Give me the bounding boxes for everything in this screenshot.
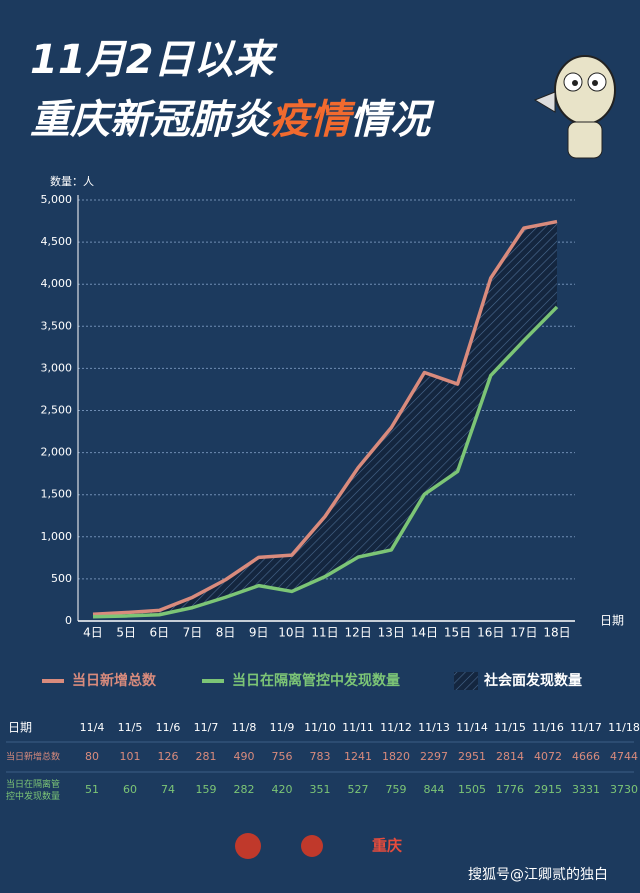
y-tick-label: 2,000: [41, 446, 73, 459]
series-line: [92, 219, 558, 617]
x-tick-label: 17日: [510, 626, 537, 640]
y-axis-label: 数量：人: [50, 175, 94, 188]
table-value: 4744: [610, 750, 638, 763]
table-value: 74: [161, 783, 175, 796]
table-value: 1505: [458, 783, 486, 796]
table-date: 11/13: [418, 721, 450, 734]
y-tick-label: 3,000: [41, 361, 73, 374]
table-value: 2915: [534, 783, 562, 796]
footer-logo: 重庆: [372, 837, 402, 855]
social-area: [93, 221, 557, 617]
table-value: 783: [310, 750, 331, 763]
title: 11月2日以来: [30, 37, 278, 83]
table-date: 11/7: [194, 721, 219, 734]
table-value: 490: [234, 750, 255, 763]
subtitle-part: 疫情: [270, 97, 356, 143]
table-date: 11/10: [304, 721, 336, 734]
table-value: 101: [120, 750, 141, 763]
table-value: 1776: [496, 783, 524, 796]
legend-swatch: [454, 672, 478, 690]
x-tick-label: 7日: [183, 626, 203, 640]
x-tick-label: 6日: [149, 626, 169, 640]
y-tick-label: 4,500: [41, 235, 73, 248]
table-value: 1820: [382, 750, 410, 763]
x-axis-label: 日期: [600, 614, 624, 628]
y-tick-label: 4,000: [41, 277, 73, 290]
table-date: 11/11: [342, 721, 374, 734]
footer: 重庆 搜狐号@江卿贰的独白: [235, 833, 608, 883]
legend-label: 社会面发现数量: [483, 672, 582, 689]
x-tick-label: 14日: [411, 626, 438, 640]
table-date: 11/17: [570, 721, 602, 734]
x-tick-label: 9日: [249, 626, 269, 640]
table-value: 281: [196, 750, 217, 763]
y-tick-label: 500: [51, 572, 72, 585]
table-date: 11/15: [494, 721, 526, 734]
table-value: 159: [196, 783, 217, 796]
series-line: [92, 305, 559, 619]
table-date: 11/12: [380, 721, 412, 734]
watermark: 搜狐号@江卿贰的独白: [468, 866, 608, 883]
x-tick-label: 11日: [311, 626, 338, 640]
table-value: 3730: [610, 783, 638, 796]
table-date: 11/16: [532, 721, 564, 734]
y-tick-label: 1,000: [41, 530, 73, 543]
table-date: 11/4: [80, 721, 105, 734]
x-tick-label: 12日: [345, 626, 372, 640]
y-tick-label: 2,500: [41, 404, 73, 417]
x-tick-label: 5日: [116, 626, 136, 640]
x-tick-label: 8日: [216, 626, 236, 640]
table-value: 2814: [496, 750, 524, 763]
table-value: 756: [272, 750, 293, 763]
table-date: 11/14: [456, 721, 488, 734]
table-value: 60: [123, 783, 137, 796]
table-row-label: 当日在隔离管控中发现数量: [6, 778, 60, 802]
table-value: 3331: [572, 783, 600, 796]
table-value: 844: [424, 783, 445, 796]
subtitle: 重庆新冠肺炎疫情情况: [30, 97, 435, 143]
table-date: 11/8: [232, 721, 257, 734]
table-value: 2951: [458, 750, 486, 763]
table-value: 759: [386, 783, 407, 796]
subtitle-part: 情况: [350, 97, 435, 143]
legend-label: 当日新增总数: [72, 672, 157, 689]
legend-label: 当日在隔离管控中发现数量: [232, 672, 400, 689]
y-tick-label: 3,500: [41, 319, 73, 332]
table-value: 51: [85, 783, 99, 796]
x-tick-label: 18日: [543, 626, 570, 640]
table-value: 420: [272, 783, 293, 796]
table-date: 11/5: [118, 721, 143, 734]
table-date: 11/18: [608, 721, 640, 734]
table-value: 2297: [420, 750, 448, 763]
table-value: 351: [310, 783, 331, 796]
mascot: [533, 55, 616, 159]
x-tick-label: 15日: [444, 626, 471, 640]
y-tick-label: 1,500: [41, 488, 73, 501]
x-tick-label: 13日: [378, 626, 405, 640]
table-date: 11/6: [156, 721, 181, 734]
x-tick-label: 4日: [83, 626, 103, 640]
table-value: 4072: [534, 750, 562, 763]
table-value: 1241: [344, 750, 372, 763]
table-value: 4666: [572, 750, 600, 763]
table-date: 11/9: [270, 721, 295, 734]
table-value: 80: [85, 750, 99, 763]
x-tick-label: 10日: [278, 626, 305, 640]
subtitle-part: 重庆新冠肺炎: [30, 97, 273, 143]
table-header: 日期: [8, 721, 32, 735]
table-row-label: 当日新增总数: [6, 751, 60, 763]
table-value: 282: [234, 783, 255, 796]
y-tick-label: 0: [65, 614, 72, 627]
table-value: 126: [158, 750, 179, 763]
x-tick-label: 16日: [477, 626, 504, 640]
y-tick-label: 5,000: [41, 193, 73, 206]
table-value: 527: [348, 783, 369, 796]
